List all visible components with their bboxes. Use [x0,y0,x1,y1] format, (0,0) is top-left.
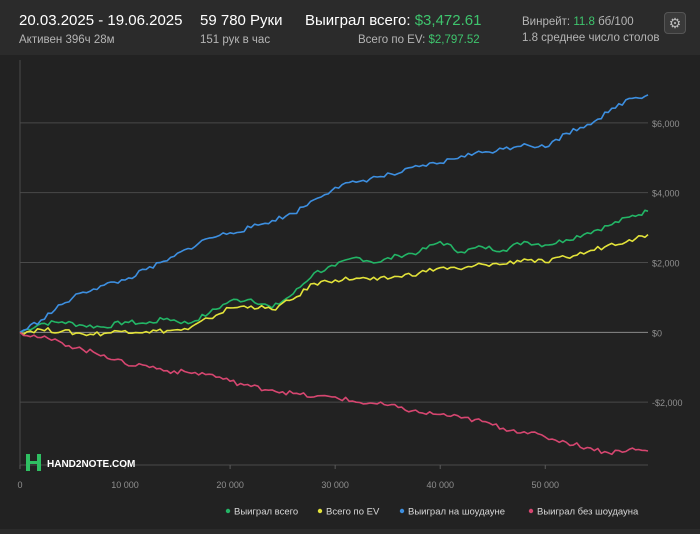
legend-label: Выиграл на шоудауне [408,507,505,518]
profit-chart: 0 10 000 20 000 30 000 40 000 50 000 -$2,000 $… [0,55,700,529]
legend-label: Выиграл без шоудауна [537,507,639,518]
avg-tables: 1.8 среднее число столов [522,32,660,44]
ev-total: Всего по EV: $2,797.52 [358,34,480,46]
series-line [19,331,649,456]
chart-legend: Выиграл всего Всего по EV Выиграл на шоуда… [225,507,639,518]
profit-chart-svg: 0 10 000 20 000 30 000 40 000 50 000 -$2,000 $… [17,60,683,518]
legend-marker [399,508,405,514]
won-total: Выиграл всего: $3,472.61 [305,12,481,29]
legend-marker [528,508,534,514]
won-total-label: Выиграл всего: [305,12,411,29]
legend-marker [225,508,231,514]
y-tick-label: $6,000 [652,119,680,129]
legend-label: Выиграл всего [234,507,298,518]
y-tick-label: -$2,000 [652,398,683,408]
hand2note-logo: HAND2NOTE.COM [26,454,135,471]
x-axis: 0 10 000 20 000 30 000 40 000 50 000 [17,465,559,490]
legend-marker [317,508,323,514]
x-tick-label: 30 000 [321,480,349,490]
won-total-value: $3,472.61 [414,12,482,29]
y-axis: -$2,000 $0 $2,000 $4,000 $6,000 [652,119,683,408]
hands-count: 59 780 Руки [200,12,283,29]
winrate-value: 11.8 [573,16,595,28]
y-tick-label: $2,000 [652,259,680,269]
x-tick-label: 40 000 [426,480,454,490]
winrate-unit: бб/100 [598,16,634,28]
legend-label: Всего по EV [326,507,380,518]
active-time: Активен 396ч 28м [19,34,115,46]
y-tick-label: $4,000 [652,189,680,199]
stats-header: 20.03.2025 - 19.06.2025 Активен 396ч 28м… [0,0,700,52]
series-line [19,209,649,334]
x-tick-label: 20 000 [216,480,244,490]
logo-text: HAND2NOTE.COM [47,459,135,470]
x-tick-label: 0 [17,480,22,490]
x-tick-label: 10 000 [111,480,139,490]
series-line [19,233,649,337]
logo-mark-bar [26,461,41,464]
chart-series [19,94,649,456]
chart-grid [19,60,648,466]
date-range[interactable]: 20.03.2025 - 19.06.2025 [19,12,183,29]
x-tick-label: 50 000 [531,480,559,490]
winrate-label: Винрейт: [522,16,571,28]
series-line [19,94,649,333]
y-tick-label: $0 [652,328,662,338]
ev-total-label: Всего по EV: [358,34,426,46]
gear-icon[interactable]: ⚙ [664,12,686,34]
ev-total-value: $2,797.52 [428,34,480,46]
winrate: Винрейт: 11.8 бб/100 [522,16,634,28]
hands-per-hour: 151 рук в час [200,34,271,46]
